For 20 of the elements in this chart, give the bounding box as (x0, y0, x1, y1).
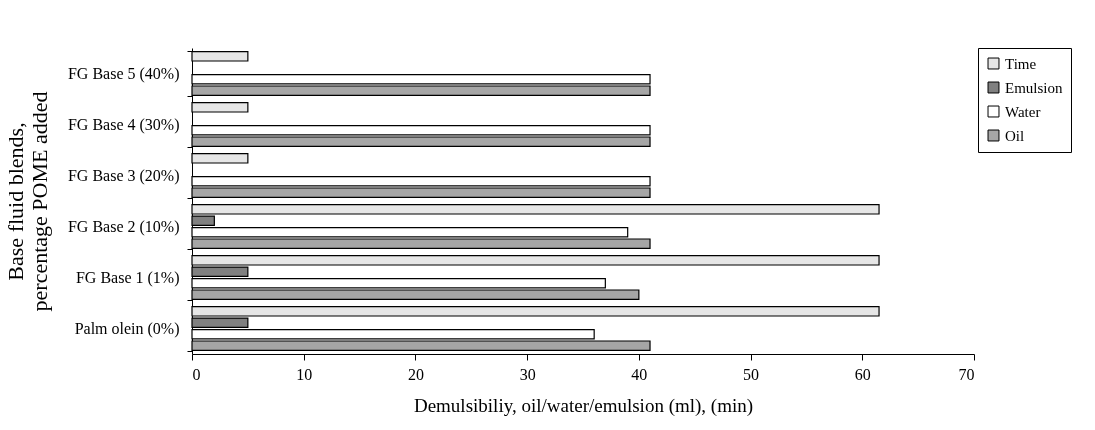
legend-label: Emulsion (1005, 79, 1063, 96)
x-tick-label: 10 (296, 365, 313, 383)
legend-label: Water (1005, 103, 1041, 120)
x-tick-label: 0 (192, 365, 201, 383)
y-tick-label: FG Base 1 (1%) (75, 269, 180, 287)
x-tick-label: 20 (407, 365, 424, 383)
legend-label: Oil (1005, 127, 1025, 144)
x-tick-label: 30 (519, 365, 536, 383)
y-tick-label: FG Base 5 (40%) (67, 65, 180, 83)
y-axis-title: Base fluid blends, percentage POME added (2, 91, 52, 312)
x-tick-label: 60 (854, 365, 871, 383)
x-tick-label: 70 (958, 365, 975, 383)
y-tick-label: FG Base 4 (30%) (67, 116, 180, 134)
y-tick-label: FG Base 2 (10%) (67, 218, 180, 236)
y-tick-label: Palm olein (0%) (74, 320, 180, 338)
x-axis-title: Demulsibiliy, oil/water/emulsion (ml), (min) (413, 394, 754, 417)
x-tick-label: 50 (743, 365, 760, 383)
x-tick-label: 40 (631, 365, 648, 383)
legend-label: Time (1005, 55, 1037, 72)
y-tick-label: FG Base 3 (20%) (67, 167, 180, 185)
